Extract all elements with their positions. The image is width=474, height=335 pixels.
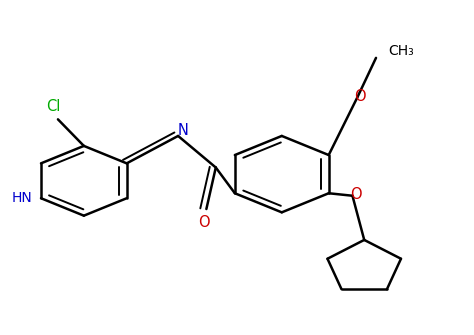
Text: O: O [198,215,210,230]
Text: HN: HN [12,191,33,205]
Text: Cl: Cl [46,98,60,114]
Text: O: O [350,187,362,202]
Text: O: O [354,88,366,104]
Text: N: N [177,124,188,138]
Text: CH₃: CH₃ [388,44,413,58]
